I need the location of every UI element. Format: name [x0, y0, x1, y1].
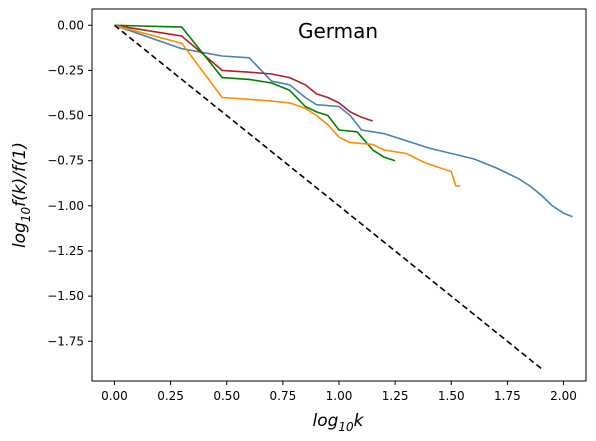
series-line-2	[114, 24, 373, 122]
series-line-3	[114, 24, 396, 162]
y-axis-label: log10f(k)/f(1)	[10, 142, 33, 248]
series-line-5	[113, 24, 542, 370]
x-tick-label: 1.25	[382, 389, 409, 403]
x-tick-label: 0.00	[101, 389, 128, 403]
x-tick-label: 1.00	[326, 389, 353, 403]
x-tick-label: 0.50	[213, 389, 240, 403]
y-tick-label: −0.25	[47, 63, 84, 77]
y-tick-label: 0.00	[57, 18, 84, 32]
x-axis-label: log10k	[312, 411, 364, 434]
series-layer	[113, 24, 573, 370]
x-tick-label: 0.75	[270, 389, 297, 403]
y-tick-label: −1.75	[47, 334, 84, 348]
y-tick-label: −1.25	[47, 244, 84, 258]
x-tick-label: 1.75	[494, 389, 521, 403]
x-tick-label: 0.25	[157, 389, 184, 403]
chart-title: German	[298, 19, 378, 43]
y-tick-label: −0.50	[47, 109, 84, 123]
x-ticks: 0.00 0.25 0.50 0.75 1.00 1.25 1.50 1.75 2.00	[101, 381, 577, 403]
x-tick-label: 2.00	[550, 389, 577, 403]
y-tick-label: −1.00	[47, 199, 84, 213]
y-tick-label: −0.75	[47, 154, 84, 168]
series-line-4	[114, 24, 461, 187]
y-ticks: 0.00 −0.25 −0.50 −0.75 −1.00 −1.25 −1.50 −1.75	[47, 18, 92, 348]
x-tick-label: 1.50	[438, 389, 465, 403]
y-tick-label: −1.50	[47, 289, 84, 303]
plot-area	[92, 9, 586, 381]
